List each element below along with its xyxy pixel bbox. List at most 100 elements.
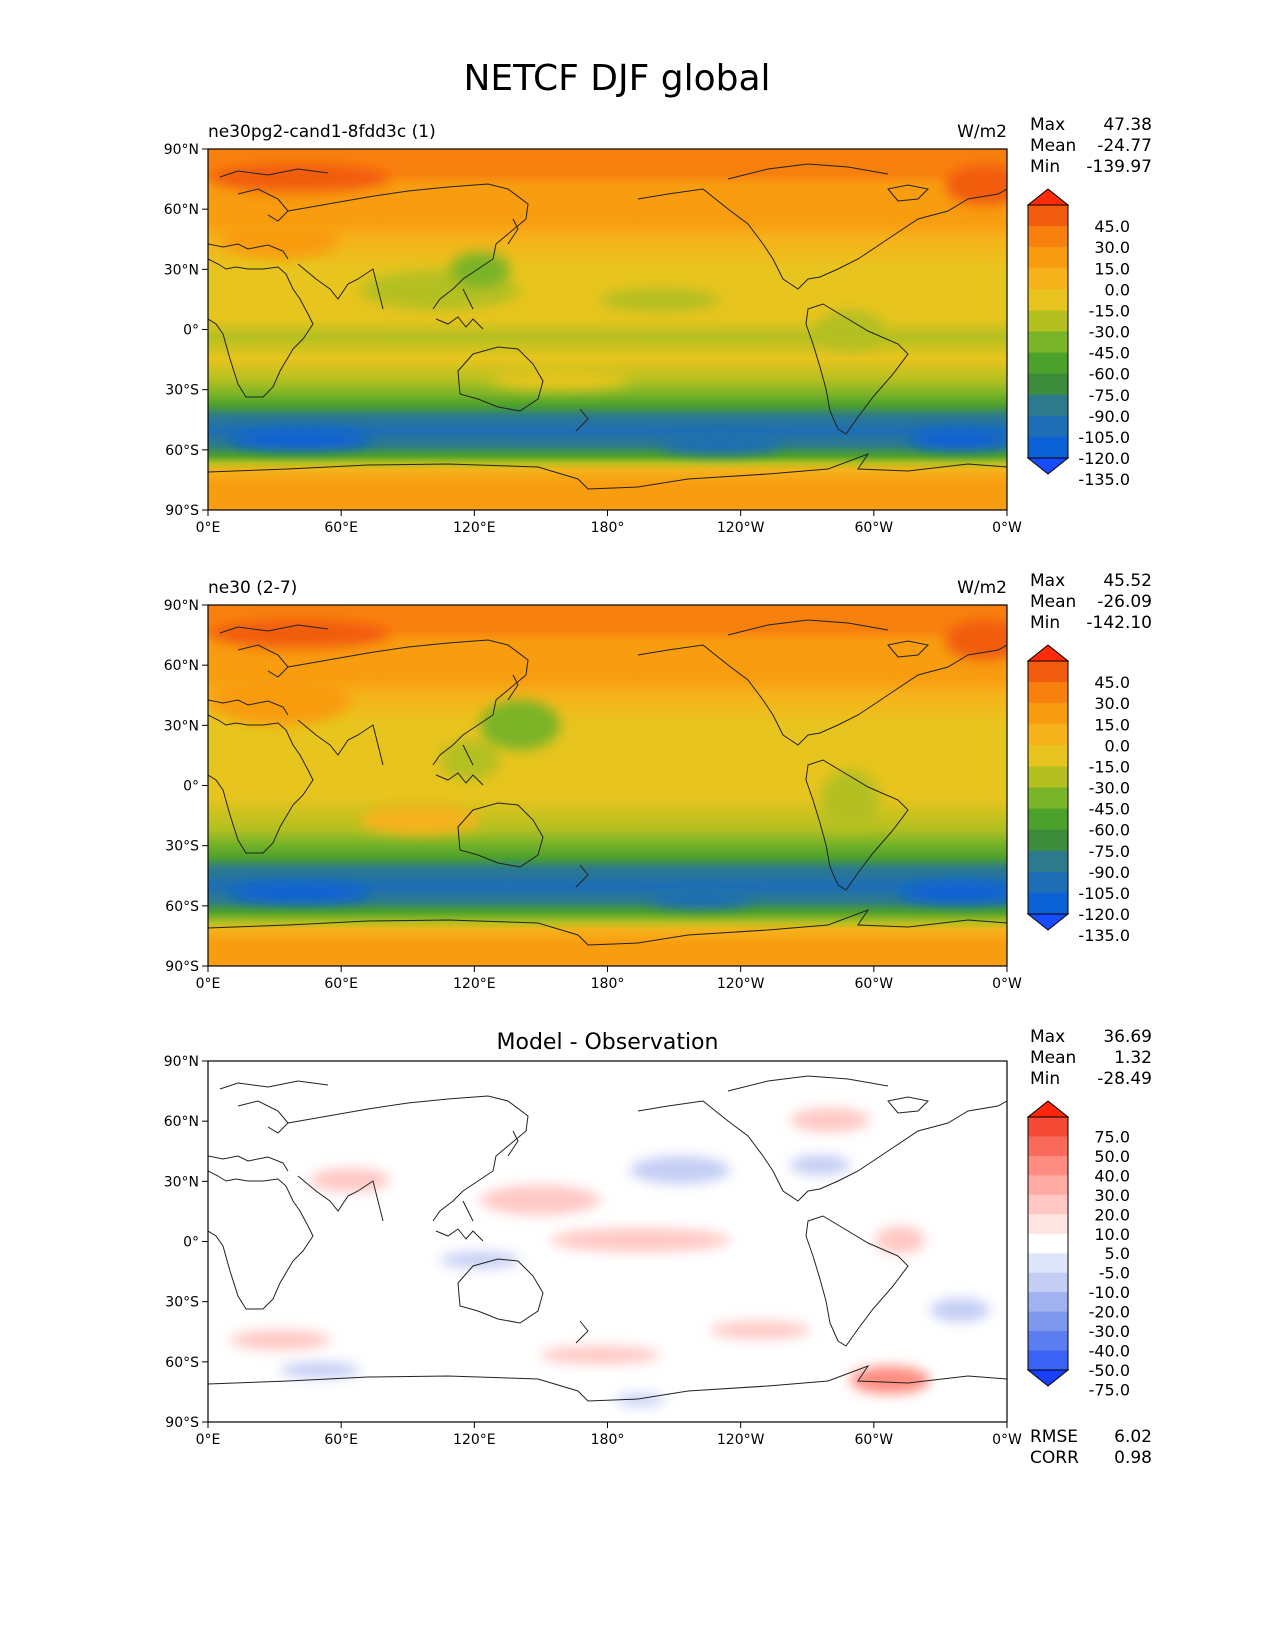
colorbar-label: -10.0 [1089,1283,1130,1302]
lat-tick-label: 0° [183,1235,199,1251]
stat-value: -139.97 [1086,157,1152,177]
lon-tick-label: 60°E [324,520,358,536]
colorbar-label: 50.0 [1094,1147,1130,1166]
colorbar-swatch [1028,1292,1068,1313]
panel-title: ne30pg2-cand1-8fdd3c (1) [208,122,436,142]
colorbar-label: 15.0 [1094,715,1130,734]
stat-label: RMSE [1030,1427,1078,1447]
colorbar-swatch [1028,1175,1068,1196]
colorbar-swatch [1028,703,1068,725]
panel-reference: 90°N 60°N 30°N 0° 30°S 60°S 90°S 0°E 60°E 120°E 1… [164,571,1152,992]
colorbar-label: -90.0 [1089,407,1130,426]
field-background [208,149,1007,510]
panel-model: 90°N 60°N 30°N 0° 30°S 60°S 90°S 0°E 60°E 120°E 1… [164,115,1152,536]
colorbar-label: 45.0 [1094,673,1130,692]
colorbar-extend-min [1026,913,1070,931]
colorbar-swatch [1028,415,1068,438]
lon-axis: 0°E 60°E 120°E 180° 120°W 60°W 0°W [196,966,1022,992]
units-label: W/m2 [957,578,1007,598]
lat-tick-label: 30°S [165,383,199,399]
stat-value: 0.98 [1114,1448,1152,1468]
lon-tick-label: 0°E [196,1432,221,1448]
stat-value: 1.32 [1114,1048,1152,1068]
colorbar-swatch [1028,892,1068,915]
colorbar-swatch [1028,1331,1068,1352]
colorbar-swatch [1028,1272,1068,1293]
colorbar-label: -75.0 [1089,842,1130,861]
colorbar-swatch [1028,1136,1068,1157]
stat-value: 36.69 [1103,1027,1152,1047]
stat-label: Mean [1030,592,1076,612]
colorbar-swatch [1028,1117,1068,1137]
lat-tick-label: 90°N [164,1054,199,1070]
lat-tick-label: 30°N [164,718,199,734]
colorbar-swatch [1028,871,1068,894]
field-patches [210,164,1007,454]
colorbar-label: -120.0 [1078,905,1130,924]
stat-value: -28.49 [1097,1069,1152,1089]
lat-tick-label: 0° [183,779,199,795]
stat-label: Max [1030,1027,1065,1047]
stat-label: Min [1030,157,1060,177]
lon-tick-label: 60°W [854,1432,893,1448]
lon-tick-label: 0°E [196,976,221,992]
field-background [208,605,1007,966]
lon-tick-label: 0°E [196,520,221,536]
colorbar-extend-min [1026,1369,1070,1387]
stat-value: 6.02 [1114,1427,1152,1447]
lat-tick-label: 90°S [165,503,199,519]
colorbar-extend-max [1026,644,1070,662]
colorbar-label: -5.0 [1099,1264,1130,1283]
colorbar-swatch [1028,829,1068,852]
colorbar-swatch [1028,661,1068,683]
colorbar-swatch [1028,766,1068,788]
colorbar-label: -75.0 [1089,386,1130,405]
lon-axis: 0°E 60°E 120°E 180° 120°W 60°W 0°W [196,1422,1022,1448]
colorbar-label: -20.0 [1089,1303,1130,1322]
lon-tick-label: 0°W [992,1432,1022,1448]
colorbar-swatch [1028,1194,1068,1215]
colorbar-label: -15.0 [1089,301,1130,320]
stat-value: 45.52 [1103,571,1152,591]
stat-value: 47.38 [1103,115,1152,135]
colorbar-label: 15.0 [1094,259,1130,278]
lon-tick-label: 180° [591,976,625,992]
lon-tick-label: 60°E [324,1432,358,1448]
stat-label: Mean [1030,136,1076,156]
field-patches [210,620,1007,908]
colorbar-label: -45.0 [1089,344,1130,363]
colorbar-label: -45.0 [1089,800,1130,819]
colorbar-label: -50.0 [1089,1361,1130,1380]
colorbar-label: -120.0 [1078,449,1130,468]
lon-tick-label: 180° [591,520,625,536]
lon-tick-label: 60°W [854,976,893,992]
lat-tick-label: 90°S [165,1415,199,1431]
colorbar-label: 5.0 [1105,1244,1130,1263]
panel-title: ne30 (2-7) [208,578,297,598]
stat-label: Max [1030,115,1065,135]
stat-value: -142.10 [1086,613,1152,633]
lat-tick-label: 60°N [164,658,199,674]
lat-tick-label: 60°N [164,1114,199,1130]
colorbar-label: 0.0 [1105,280,1130,299]
stat-label: Max [1030,571,1065,591]
lat-tick-label: 30°S [165,839,199,855]
lon-tick-label: 120°E [453,1432,496,1448]
colorbar-label: 40.0 [1094,1166,1130,1185]
lat-axis: 90°N 60°N 30°N 0° 30°S 60°S 90°S [164,142,208,519]
lon-tick-label: 120°W [717,976,765,992]
colorbar-label: -135.0 [1078,470,1130,489]
stat-value: -26.09 [1097,592,1152,612]
colorbar-extend-min [1026,457,1070,475]
lon-tick-label: 180° [591,1432,625,1448]
lat-tick-label: 0° [183,323,199,339]
figure-title: NETCF DJF global [463,58,770,99]
colorbar-swatch [1028,1214,1068,1235]
lon-tick-label: 0°W [992,976,1022,992]
colorbar-label: 30.0 [1094,238,1130,257]
units-label: W/m2 [957,122,1007,142]
colorbar-swatch [1028,331,1068,354]
colorbar-swatch [1028,1350,1068,1371]
stat-label: Min [1030,1069,1060,1089]
